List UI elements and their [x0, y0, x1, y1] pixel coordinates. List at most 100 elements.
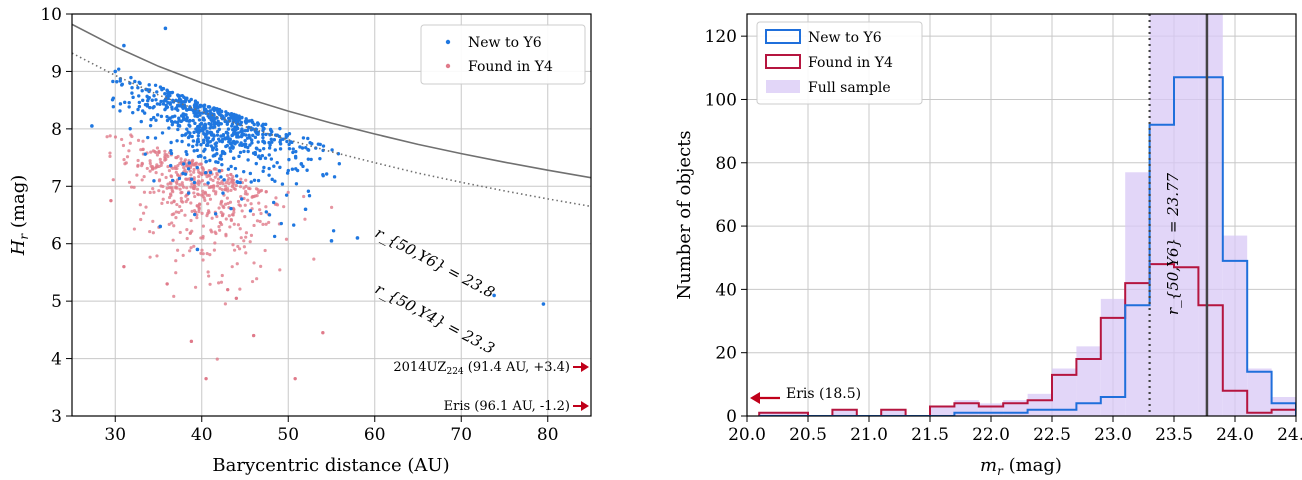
x-tick-label: 60 — [364, 425, 386, 445]
curve-y6-line — [72, 23, 591, 179]
scatter-point-new-y6 — [316, 142, 321, 146]
scatter-point-new-y6 — [171, 98, 175, 102]
scatter-point-new-y6 — [205, 129, 209, 134]
scatter-point-new-y6 — [179, 114, 184, 118]
scatter-point-new-y6 — [147, 95, 151, 100]
hist-bar-full-sample — [1076, 346, 1101, 416]
scatter-point-new-y6 — [177, 176, 182, 181]
scatter-point-new-y6 — [193, 121, 197, 126]
scatter-point-found-y4 — [226, 189, 230, 193]
scatter-point-new-y6 — [247, 133, 251, 138]
scatter-point-new-y6 — [215, 133, 220, 137]
scatter-point-new-y6 — [211, 154, 215, 158]
scatter-point-new-y6 — [158, 102, 162, 106]
scatter-point-found-y4 — [161, 197, 165, 201]
scatter-point-new-y6 — [193, 114, 197, 118]
scatter-point-found-y4 — [215, 357, 219, 361]
scatter-point-new-y6 — [275, 160, 279, 165]
scatter-point-new-y6 — [168, 163, 173, 168]
scatter-point-new-y6 — [321, 144, 326, 148]
scatter-point-new-y6 — [204, 110, 208, 115]
left-arrow-head-icon — [750, 392, 760, 404]
scatter-point-new-y6 — [238, 122, 243, 127]
scatter-point-found-y4 — [228, 200, 233, 204]
scatter-point-new-y6 — [264, 210, 269, 214]
scatter-point-found-y4 — [171, 166, 175, 171]
right-x-axis-label: mr (mag) — [980, 455, 1062, 478]
legend-swatch-new-y6 — [765, 29, 801, 44]
scatter-point-found-y4 — [195, 187, 200, 191]
scatter-point-new-y6 — [252, 178, 257, 182]
scatter-point-found-y4 — [206, 209, 211, 213]
scatter-point-found-y4 — [274, 202, 278, 206]
scatter-point-found-y4 — [192, 178, 196, 182]
scatter-point-found-y4 — [235, 262, 239, 266]
scatter-point-found-y4 — [176, 173, 180, 177]
scatter-point-found-y4 — [237, 247, 242, 251]
scatter-point-new-y6 — [267, 166, 271, 171]
scatter-point-found-y4 — [231, 178, 236, 182]
scatter-point-found-y4 — [189, 201, 193, 205]
scatter-point-new-y6 — [195, 165, 199, 170]
eris-label: Eris (18.5) — [786, 386, 861, 402]
hist-bar-full-sample — [1125, 172, 1150, 416]
hist-bar-full-sample — [1247, 368, 1272, 416]
scatter-point-new-y6 — [148, 123, 153, 128]
scatter-point-found-y4 — [282, 205, 286, 209]
scatter-point-found-y4 — [212, 248, 216, 252]
scatter-point-found-y4 — [128, 141, 132, 145]
scatter-point-new-y6 — [236, 131, 240, 135]
scatter-point-new-y6 — [145, 104, 149, 108]
scatter-point-found-y4 — [248, 240, 252, 244]
scatter-point-new-y6 — [146, 98, 150, 103]
scatter-point-found-y4 — [185, 164, 190, 168]
scatter-point-new-y6 — [270, 140, 274, 144]
left-legend: New to Y6 Found in Y4 — [420, 24, 586, 85]
scatter-point-found-y4 — [165, 186, 169, 190]
scatter-point-new-y6 — [131, 95, 135, 100]
scatter-point-new-y6 — [195, 247, 200, 252]
scatter-point-found-y4 — [160, 201, 164, 205]
scatter-point-found-y4 — [154, 170, 158, 175]
hist-step-found-y4 — [758, 263, 1296, 416]
scatter-point-new-y6 — [143, 152, 147, 156]
scatter-point-new-y6 — [230, 141, 235, 145]
legend-label-full-sample: Full sample — [808, 80, 891, 96]
scatter-point-found-y4 — [157, 189, 161, 193]
scatter-point-new-y6 — [256, 122, 261, 126]
scatter-point-new-y6 — [209, 116, 213, 120]
scatter-point-new-y6 — [168, 93, 172, 98]
scatter-point-found-y4 — [169, 174, 173, 178]
scatter-point-found-y4 — [195, 204, 200, 208]
scatter-point-new-y6 — [169, 151, 174, 156]
scatter-point-new-y6 — [223, 151, 227, 156]
scatter-point-new-y6 — [254, 161, 258, 166]
scatter-point-new-y6 — [256, 178, 261, 183]
scatter-point-new-y6 — [269, 137, 273, 142]
scatter-point-new-y6 — [262, 165, 266, 170]
scatter-point-found-y4 — [197, 206, 201, 210]
scatter-point-found-y4 — [264, 189, 268, 194]
scatter-point-new-y6 — [242, 169, 246, 174]
scatter-point-new-y6 — [213, 125, 217, 129]
scatter-point-found-y4 — [184, 200, 188, 204]
scatter-point-new-y6 — [306, 157, 311, 161]
scatter-point-new-y6 — [208, 139, 213, 144]
scatter-point-new-y6 — [272, 164, 276, 168]
scatter-point-found-y4 — [189, 185, 193, 189]
legend-label-new-y6: New to Y6 — [468, 35, 542, 51]
scatter-point-found-y4 — [180, 181, 184, 185]
scatter-point-found-y4 — [259, 211, 263, 216]
scatter-point-new-y6 — [239, 116, 244, 120]
scatter-point-new-y6 — [299, 161, 304, 166]
scatter-point-found-y4 — [132, 227, 136, 231]
scatter-point-new-y6 — [269, 157, 274, 161]
scatter-point-found-y4 — [155, 153, 160, 157]
scatter-point-found-y4 — [122, 264, 126, 269]
scatter-point-new-y6 — [186, 191, 191, 195]
y-tick-label: 8 — [51, 120, 62, 140]
scatter-point-found-y4 — [144, 205, 148, 209]
scatter-point-found-y4 — [157, 164, 161, 169]
scatter-point-found-y4 — [132, 185, 136, 189]
scatter-point-new-y6 — [195, 143, 199, 147]
